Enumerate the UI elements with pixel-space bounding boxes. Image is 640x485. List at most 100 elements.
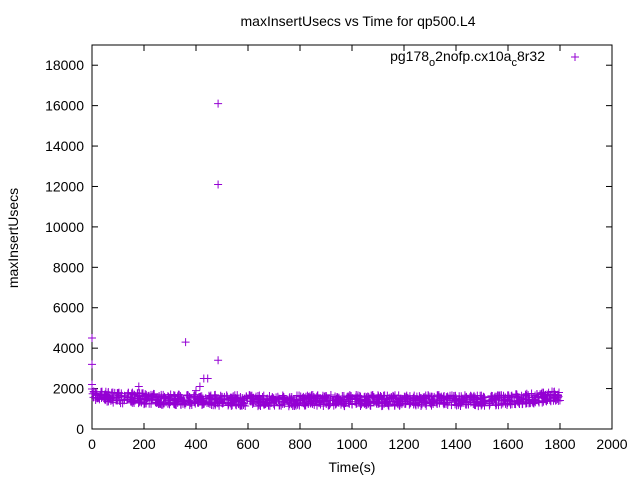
data-point-outlier <box>134 382 143 391</box>
data-point <box>480 396 489 405</box>
data-point <box>176 392 185 401</box>
y-tick-label: 0 <box>76 421 84 437</box>
data-point <box>457 394 466 403</box>
data-point <box>433 397 442 406</box>
data-point <box>395 400 404 409</box>
data-point <box>197 392 206 401</box>
data-point <box>495 394 504 403</box>
x-tick-label: 0 <box>88 436 96 452</box>
y-tick-label: 18000 <box>45 57 84 73</box>
data-point-outlier <box>214 356 223 365</box>
data-point <box>157 393 166 402</box>
data-point <box>218 399 227 408</box>
data-point <box>411 399 420 408</box>
data-point <box>438 395 447 404</box>
data-point <box>390 400 399 409</box>
plot-frame <box>91 44 613 430</box>
data-point-outlier <box>203 374 212 383</box>
y-tick-label: 4000 <box>53 340 84 356</box>
data-point <box>301 392 310 401</box>
legend-marker-plus <box>571 53 579 61</box>
chart-title: maxInsertUsecs vs Time for qp500.L4 <box>241 13 476 29</box>
data-point <box>369 393 378 402</box>
data-point-outlier <box>214 99 223 108</box>
data-point <box>292 401 301 410</box>
y-tick-label: 6000 <box>53 300 84 316</box>
data-point <box>261 398 270 407</box>
y-axis-label: maxInsertUsecs <box>5 188 21 288</box>
data-point <box>88 389 97 398</box>
data-point <box>130 398 139 407</box>
data-point <box>166 390 175 399</box>
data-point <box>125 393 134 402</box>
data-point <box>227 401 236 410</box>
data-point <box>374 392 383 401</box>
data-point-outlier <box>214 180 223 189</box>
data-point <box>324 400 333 409</box>
data-point <box>255 397 264 406</box>
data-point <box>524 391 533 400</box>
data-point <box>278 391 287 400</box>
data-point <box>275 401 284 410</box>
data-point <box>233 395 242 404</box>
x-tick-label: 1600 <box>492 436 523 452</box>
data-point <box>443 394 452 403</box>
data-point <box>355 391 364 400</box>
data-point <box>454 399 463 408</box>
data-point <box>249 398 258 407</box>
y-tick-label: 8000 <box>53 259 84 275</box>
data-point <box>525 399 534 408</box>
data-point-outlier <box>195 382 204 391</box>
data-point-outlier <box>88 360 96 369</box>
data-point <box>211 390 220 399</box>
data-point <box>260 400 269 409</box>
data-point <box>554 392 563 401</box>
data-point <box>512 392 521 401</box>
data-point <box>540 394 549 403</box>
data-point <box>553 393 562 402</box>
y-tick-label: 16000 <box>45 98 84 114</box>
data-point <box>375 393 384 402</box>
data-point-outlier <box>88 380 96 389</box>
data-point <box>147 399 156 408</box>
data-point <box>469 393 478 402</box>
data-point <box>332 393 341 402</box>
data-point <box>432 398 441 407</box>
data-point-outlier <box>88 334 96 343</box>
data-point <box>442 399 451 408</box>
data-point <box>230 396 239 405</box>
data-point <box>530 395 539 404</box>
data-point <box>202 397 211 406</box>
data-point <box>291 400 300 409</box>
legend-marker <box>571 53 579 61</box>
y-tick-label: 10000 <box>45 219 84 235</box>
data-point <box>280 397 289 406</box>
data-point <box>531 391 540 400</box>
data-point <box>146 390 155 399</box>
x-tick-label: 200 <box>132 436 156 452</box>
data-point <box>322 392 331 401</box>
data-point <box>498 399 507 408</box>
y-tick-label: 12000 <box>45 178 84 194</box>
y-tick-label: 14000 <box>45 138 84 154</box>
data-point-outlier <box>192 386 200 395</box>
data-point <box>448 394 457 403</box>
data-point <box>422 394 431 403</box>
legend-label: pg178o2nofp.cx10ac8r32 <box>390 48 545 69</box>
x-tick-label: 1400 <box>440 436 471 452</box>
data-point <box>537 389 546 398</box>
x-tick-label: 600 <box>236 436 260 452</box>
x-tick-label: 1000 <box>336 436 367 452</box>
data-point <box>140 400 149 409</box>
x-tick-label: 2000 <box>596 436 627 452</box>
legend: pg178o2nofp.cx10ac8r32 <box>390 48 579 69</box>
x-tick-label: 1200 <box>388 436 419 452</box>
data-point <box>120 396 129 405</box>
x-axis-label: Time(s) <box>329 459 376 475</box>
x-tick-label: 800 <box>288 436 312 452</box>
data-point <box>239 398 248 407</box>
data-point <box>479 392 488 401</box>
data-point <box>326 391 335 400</box>
